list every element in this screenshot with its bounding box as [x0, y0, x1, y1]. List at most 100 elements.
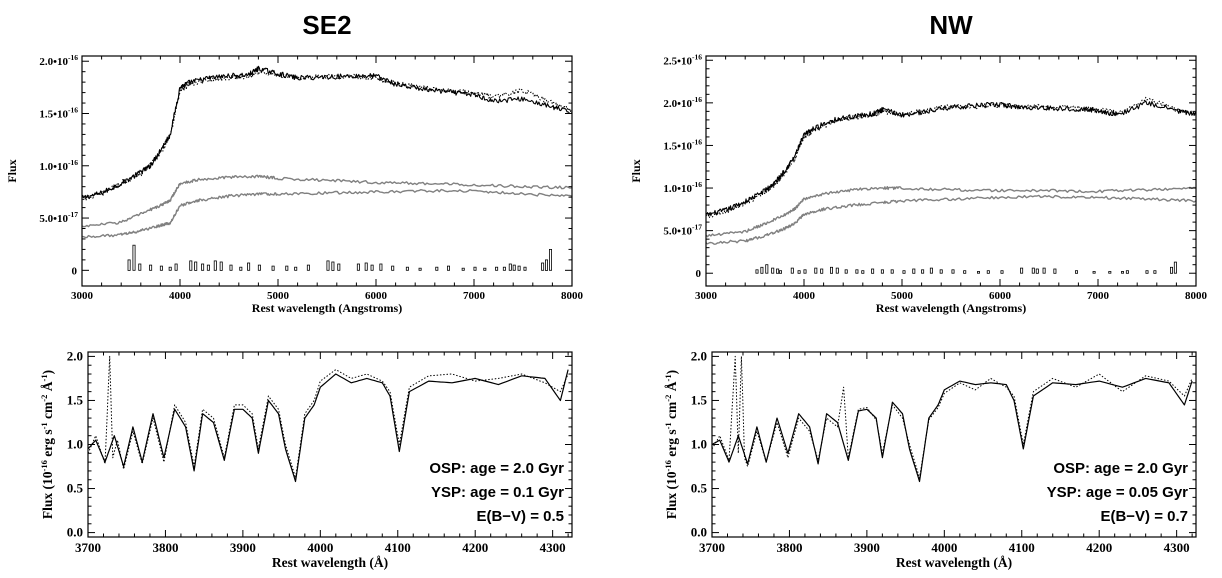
y-tick-label: 0.5	[691, 481, 708, 496]
residual-bar	[1108, 271, 1112, 274]
x-tick-label: 4100	[385, 540, 411, 555]
y-tick-label: 1.5•10-16	[663, 137, 702, 152]
residual-bar	[189, 260, 193, 271]
series-line-2	[88, 355, 569, 479]
y-tick-label: 1.0•10-16	[663, 180, 702, 195]
residual-bar	[1125, 270, 1129, 274]
residual-bar	[1000, 270, 1004, 274]
y-tick-label: 0.0	[67, 525, 83, 540]
residual-bar	[1031, 267, 1035, 274]
chart-panel-4: 3700 3800 3900 4000 4100 4200 4300 0.0 0.5 1.0 1.5…	[663, 348, 1197, 570]
x-tick-label: 3000	[695, 290, 718, 302]
residual-bar	[760, 266, 764, 274]
series-line-4	[706, 194, 1196, 245]
x-axis-label: Rest wavelength (Å)	[896, 555, 1012, 570]
residual-bar	[331, 261, 335, 271]
residual-bar	[495, 266, 499, 271]
x-tick-label: 5000	[891, 290, 914, 302]
residual-bar	[337, 263, 341, 271]
chart-panel-3: 3700 3800 3900 4000 4100 4200 4300 0.0 0.5 1.0 1.5…	[39, 348, 573, 570]
residual-bar	[929, 267, 933, 274]
residual-bar	[814, 267, 818, 274]
residual-bar	[364, 262, 368, 271]
residual-bar	[405, 266, 409, 271]
residual-bar	[201, 263, 205, 271]
residual-bar	[138, 263, 142, 271]
residual-bar	[771, 267, 775, 274]
x-tick-label: 4100	[1009, 540, 1035, 555]
residual-bar	[890, 269, 894, 274]
annotation-text: YSP: age = 0.1 Gyr	[431, 484, 564, 501]
annotation-text: OSP: age = 2.0 Gyr	[1053, 460, 1188, 477]
residual-bar	[835, 267, 839, 274]
y-tick-label: 2.5•10-16	[663, 52, 702, 67]
series-line-3	[706, 186, 1196, 238]
residual-bar	[461, 267, 465, 271]
residual-bar	[370, 264, 374, 271]
chart-title: SE2	[302, 10, 351, 40]
plot-frame	[81, 55, 573, 287]
y-tick-label: 1.0	[67, 437, 83, 452]
x-tick-label: 4000	[931, 540, 957, 555]
residual-bar	[765, 264, 769, 274]
x-tick-label: 5000	[267, 290, 290, 302]
x-axis-label: Rest wavelength (Angstroms)	[876, 301, 1026, 315]
y-tick-label: 2.0	[67, 348, 83, 363]
residual-bar	[1092, 271, 1096, 274]
x-tick-label: 8000	[1185, 290, 1208, 302]
residual-bar	[159, 265, 163, 271]
x-tick-label: 3000	[71, 290, 94, 302]
residual-bar	[194, 261, 198, 271]
residual-bar	[285, 265, 289, 271]
chart-panel-1: SE2 3000 4000 5000 6000 7000 8000 0 5.0•10-17 1.0…	[5, 10, 584, 315]
residual-bar	[951, 269, 955, 274]
residual-bar	[830, 266, 834, 274]
series-group	[706, 96, 1196, 274]
x-tick-label: 4300	[540, 540, 566, 555]
series-line-2	[82, 69, 572, 202]
residual-bar	[921, 269, 925, 274]
residual-bar	[418, 267, 422, 271]
y-tick-label: 1.0•10-16	[39, 158, 78, 173]
annotation-text: OSP: age = 2.0 Gyr	[429, 460, 564, 477]
chart-title: NW	[929, 10, 973, 40]
series-line-1	[712, 377, 1193, 483]
residual-bar	[168, 266, 172, 271]
y-tick-label: 0.0	[691, 525, 707, 540]
residual-bar	[1042, 267, 1046, 274]
residual-bar	[1173, 261, 1177, 274]
residual-bar	[1153, 270, 1157, 274]
x-tick-label: 3900	[854, 540, 880, 555]
residual-bar	[219, 261, 223, 271]
residual-bar	[294, 266, 298, 271]
y-axis-label: Flux (10-16 erg s-1 cm-2 Å-1)	[663, 370, 679, 519]
x-tick-label: 8000	[561, 290, 584, 302]
residual-bar	[963, 270, 967, 274]
y-axis-label: Flux (10-16 erg s-1 cm-2 Å-1)	[39, 370, 55, 519]
x-tick-label: 3900	[230, 540, 256, 555]
residual-bar	[541, 262, 545, 271]
residual-bar	[755, 269, 759, 274]
residual-bar	[803, 269, 807, 274]
series-group	[712, 355, 1193, 483]
residual-bar	[1170, 266, 1174, 274]
residual-bar	[820, 268, 824, 274]
x-tick-label: 3800	[776, 540, 802, 555]
y-tick-label: 0	[72, 265, 78, 277]
residual-bar	[779, 270, 783, 274]
residual-bar	[790, 267, 794, 274]
residual-bar	[902, 270, 906, 274]
residual-bar	[776, 268, 780, 274]
x-tick-label: 4200	[462, 540, 488, 555]
residual-bar	[523, 266, 527, 271]
residual-bar	[229, 264, 233, 271]
x-tick-label: 4000	[169, 290, 192, 302]
residual-bar	[1121, 271, 1125, 274]
x-tick-label: 4000	[793, 290, 816, 302]
x-tick-label: 3700	[75, 540, 101, 555]
residual-bar	[391, 265, 395, 271]
series-group	[82, 65, 572, 271]
residual-bar	[1075, 270, 1079, 274]
y-axis-label: Flux	[5, 159, 19, 182]
x-tick-label: 4200	[1086, 540, 1112, 555]
